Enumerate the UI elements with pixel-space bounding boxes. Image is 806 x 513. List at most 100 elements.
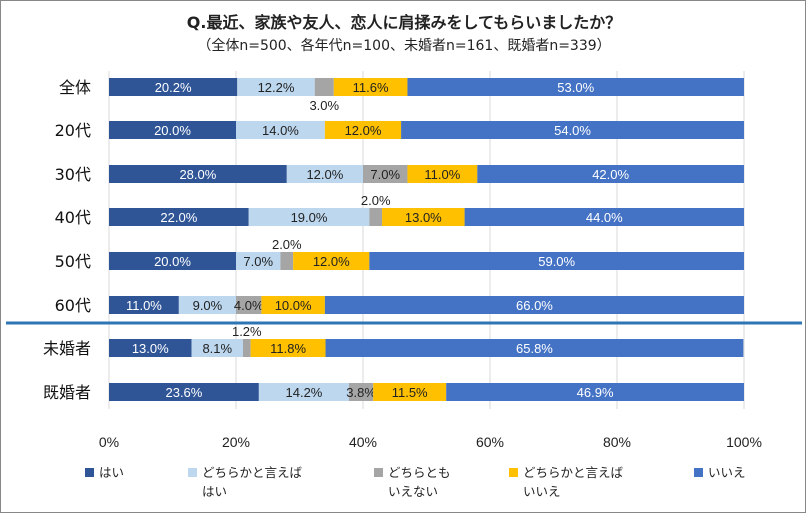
legend-item-somewhat-yes: どちらかと言えば はい (188, 463, 302, 501)
data-label: 2.0% (361, 193, 391, 208)
data-label: 3.0% (309, 98, 339, 113)
data-label: 13.0% (405, 210, 442, 225)
bar-segment (363, 165, 408, 183)
data-label: 53.0% (557, 80, 594, 95)
data-label: 2.0% (272, 237, 302, 252)
bar-segment (236, 252, 281, 270)
data-label: 20.2% (155, 80, 192, 95)
data-label: 3.8% (346, 385, 376, 400)
data-label: 42.0% (592, 167, 629, 182)
bar-segment (236, 296, 262, 314)
bar-segment (109, 78, 238, 96)
data-label: 4.0% (234, 298, 264, 313)
data-label: 12.0% (306, 167, 343, 182)
data-label: 11.5% (392, 385, 428, 400)
category-label: 既婚者 (43, 383, 91, 402)
legend-swatch (188, 468, 197, 477)
bar-segment (109, 383, 259, 401)
bar-segment (250, 339, 326, 357)
data-label: 22.0% (160, 210, 197, 225)
data-label: 7.0% (243, 254, 273, 269)
bar-segment (286, 165, 363, 183)
bar-segment (109, 252, 236, 270)
data-label: 7.0% (370, 167, 400, 182)
chart-subtitle: （全体n=500、各年代n=100、未婚者n=161、既婚者n=339） (197, 38, 611, 54)
bar-segment (373, 383, 447, 401)
bar-segment (324, 121, 402, 139)
category-label: 全体 (59, 78, 91, 97)
data-label: 8.1% (202, 341, 232, 356)
x-tick-label: 0% (99, 434, 119, 450)
bar-segment (407, 165, 478, 183)
bar-segment (178, 296, 236, 314)
bar-segment (109, 165, 287, 183)
legend-label: どちらかと言えば (202, 465, 303, 480)
x-tick-label: 60% (476, 434, 504, 450)
bar-segment (401, 121, 744, 139)
bar-segment (314, 78, 334, 96)
legend-swatch (509, 468, 518, 477)
data-label: 11.8% (270, 341, 306, 356)
data-label: 59.0% (538, 254, 575, 269)
category-label: 20代 (55, 121, 91, 140)
data-label: 20.0% (154, 254, 191, 269)
data-label: 66.0% (516, 298, 553, 313)
data-label: 12.0% (345, 123, 382, 138)
data-label: 1.2% (232, 324, 262, 339)
bar-segment (280, 252, 294, 270)
bar-segment (333, 78, 408, 96)
legend-label: いいえ (708, 465, 746, 480)
legend-label: どちらとも (388, 465, 451, 480)
bar-segment (248, 208, 370, 226)
x-tick-label: 40% (349, 434, 377, 450)
legend-item-somewhat-no: どちらかと言えば いいえ (509, 463, 623, 501)
legend-swatch (85, 468, 94, 477)
x-tick-label: 80% (603, 434, 631, 450)
bar-segment (293, 252, 370, 270)
bar-segment (242, 339, 251, 357)
bar-segment (325, 339, 744, 357)
bar-segment (369, 208, 383, 226)
chart-title: Q.最近、家族や友人、恋人に肩揉みをしてもらいましたか？ (186, 13, 622, 32)
category-label: 未婚者 (43, 339, 91, 358)
legend-item-yes: はい (85, 463, 124, 482)
bar-segment (261, 296, 325, 314)
data-label: 10.0% (275, 298, 312, 313)
data-label: 28.0% (179, 167, 216, 182)
data-label: 14.0% (262, 123, 299, 138)
legend-item-no: いいえ (694, 463, 746, 482)
bar-segment (446, 383, 744, 401)
category-label: 50代 (55, 252, 91, 271)
bar-segment (191, 339, 243, 357)
bar-segment (109, 121, 236, 139)
data-label: 11.0% (126, 298, 162, 313)
x-tick-label: 20% (222, 434, 250, 450)
category-label: 40代 (55, 208, 91, 227)
bar-segment (258, 383, 350, 401)
data-label: 12.0% (313, 254, 350, 269)
bar-segment (477, 165, 744, 183)
bar-segment (109, 208, 249, 226)
legend-label: どちらかと言えば (523, 465, 624, 480)
bar-segment (109, 296, 179, 314)
data-label: 44.0% (586, 210, 623, 225)
data-label: 13.0% (132, 341, 169, 356)
bar-segment (464, 208, 744, 226)
legend-label: いいえ (523, 484, 561, 499)
legend-label: いえない (388, 484, 439, 499)
data-label: 11.0% (424, 167, 460, 182)
data-label: 11.6% (353, 80, 389, 95)
data-label: 54.0% (554, 123, 591, 138)
legend-swatch (374, 468, 383, 477)
legend-swatch (694, 468, 703, 477)
category-label: 60代 (55, 296, 91, 315)
bar-segment (237, 78, 315, 96)
data-label: 9.0% (193, 298, 223, 313)
data-label: 19.0% (291, 210, 328, 225)
legend-label: はい (99, 465, 125, 480)
data-label: 14.2% (286, 385, 323, 400)
bar-segment (236, 121, 325, 139)
data-label: 46.9% (577, 385, 614, 400)
